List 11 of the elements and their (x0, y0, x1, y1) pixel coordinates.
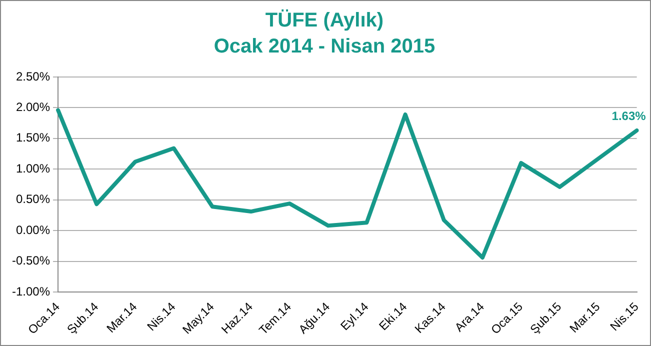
chart-title: TÜFE (Aylık) (265, 8, 384, 32)
y-tick-label: -1.00% (12, 284, 50, 298)
y-tick-label: 0.00% (16, 222, 50, 237)
y-tick-label: 1.50% (16, 130, 50, 145)
chart-subtitle: Ocak 2014 - Nisan 2015 (214, 36, 436, 58)
y-tick-label: 2.50% (16, 69, 50, 84)
y-tick-label: -0.50% (12, 254, 50, 268)
annotation: 1.63% (612, 108, 646, 123)
y-tick-label: 0.50% (16, 192, 50, 206)
y-tick-label: 2.00% (16, 100, 50, 114)
y-tick-label: 1.00% (16, 161, 50, 176)
